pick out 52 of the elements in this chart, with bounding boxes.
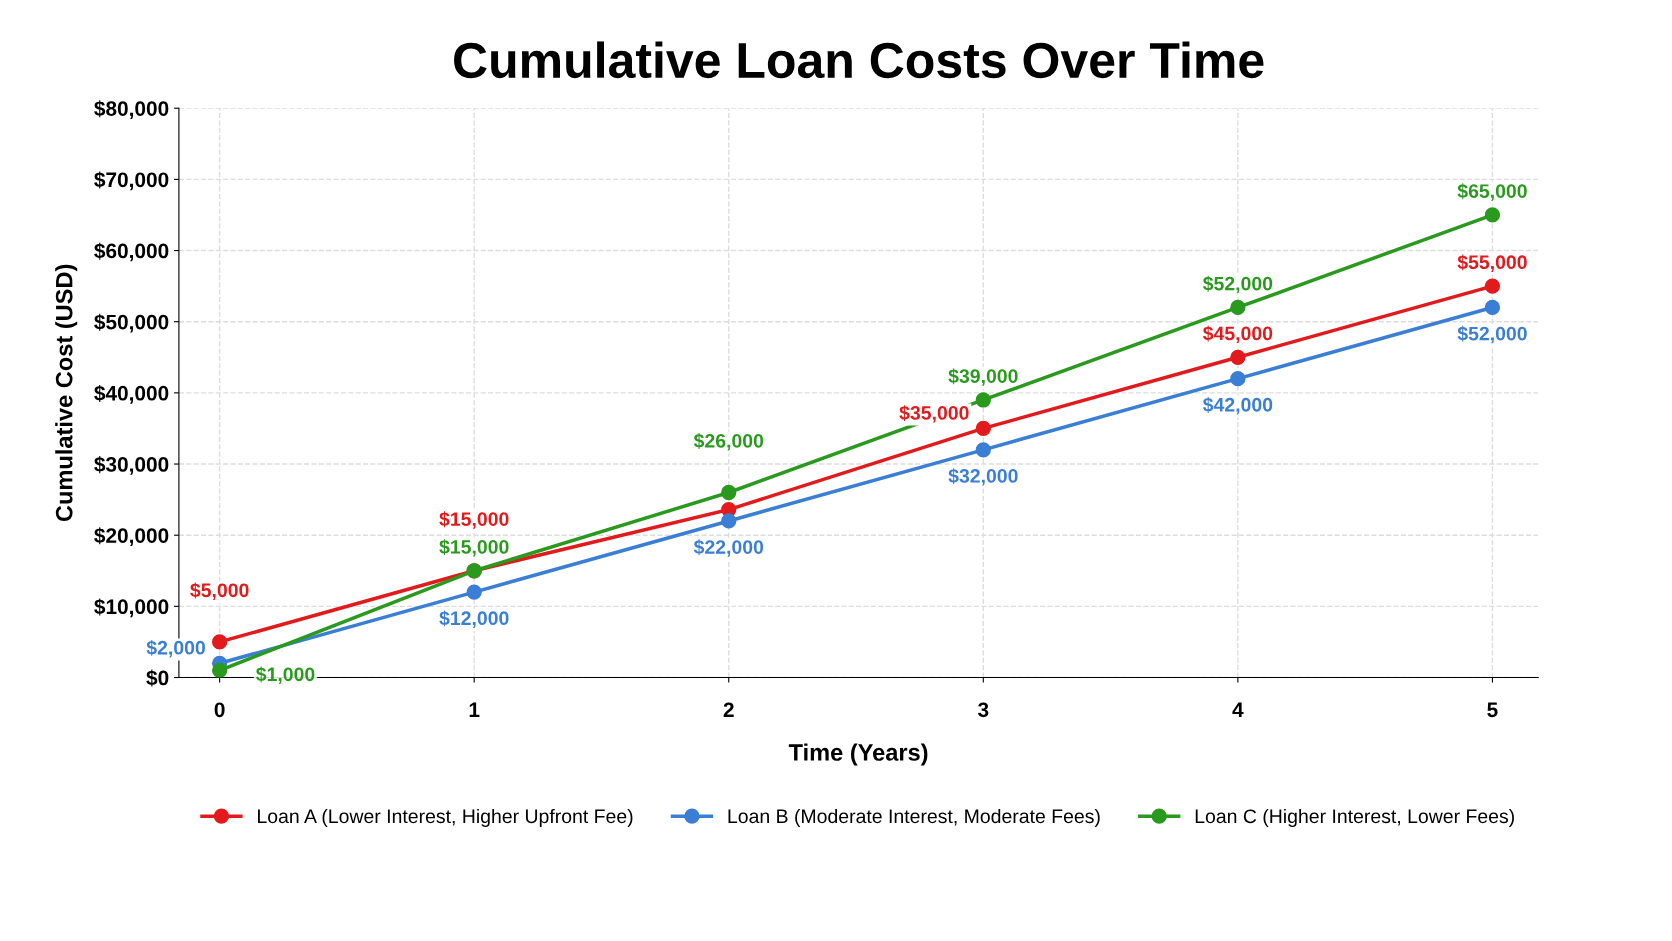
point [1484, 207, 1501, 223]
chart-title: Cumulative Loan Costs Over Time [454, 41, 1264, 79]
y-axis-title: Cumulative Cost (USD) [55, 264, 78, 522]
y-tick-label: $20,000 [94, 527, 169, 546]
legend-label: Loan A (Lower Interest, Higher Upfront Fee) [258, 808, 633, 828]
y-tick-label: $80,000 [94, 100, 169, 119]
point [975, 392, 991, 408]
point [211, 662, 228, 678]
data-label: $26,000 [693, 433, 764, 451]
point [211, 634, 228, 650]
x-tick-label: 5 [1487, 702, 1498, 718]
point [1230, 349, 1246, 365]
data-label: $45,000 [1202, 325, 1273, 344]
data-label: $5,000 [190, 582, 249, 600]
x-axis-title: Time (Years) [788, 743, 928, 766]
data-label: $39,000 [948, 368, 1018, 386]
point [1484, 278, 1501, 294]
y-tick-label: $0 [146, 669, 169, 687]
data-label: $52,000 [1457, 325, 1527, 344]
point [1484, 299, 1501, 316]
data-label: $52,000 [1202, 275, 1273, 294]
x-tick-label: 4 [1232, 702, 1244, 717]
point [1230, 299, 1246, 316]
legend-label: Loan C (Higher Interest, Lower Fees) [1195, 808, 1514, 828]
y-tick-label: $10,000 [94, 598, 169, 618]
y-tick-label: $40,000 [94, 384, 169, 404]
data-label: $22,000 [693, 539, 764, 557]
y-tick-label: $60,000 [94, 242, 169, 262]
data-label: $15,000 [439, 511, 509, 529]
point [721, 484, 737, 501]
data-label: $35,000 [899, 405, 969, 423]
y-tick-label: $50,000 [94, 313, 169, 333]
point [721, 513, 737, 529]
data-label: $42,000 [1202, 397, 1273, 415]
x-tick-label: 0 [214, 702, 225, 718]
x-tick-label: 3 [977, 702, 989, 718]
point [466, 584, 482, 600]
data-label: $2,000 [146, 640, 205, 658]
data-label: $1,000 [256, 666, 315, 684]
point [975, 442, 991, 458]
y-tick-label: $30,000 [94, 456, 169, 475]
point [975, 420, 991, 437]
point [1230, 370, 1246, 387]
data-label: $65,000 [1457, 183, 1527, 201]
y-tick-label: $70,000 [94, 171, 169, 191]
x-tick-label: 1 [469, 702, 480, 717]
x-tick-label: 2 [723, 702, 734, 717]
data-label: $12,000 [439, 610, 509, 628]
data-label: $55,000 [1457, 254, 1527, 272]
data-label: $15,000 [439, 539, 509, 557]
data-label: $32,000 [948, 468, 1018, 486]
legend-label: Loan B (Moderate Interest, Moderate Fees) [728, 808, 1100, 827]
